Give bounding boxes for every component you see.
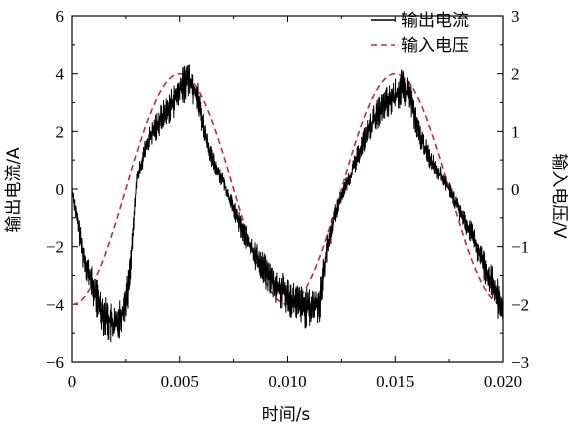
series-voltage-line bbox=[71, 72, 504, 306]
y-left-tick-label: 4 bbox=[56, 65, 65, 84]
x-tick-label: 0.005 bbox=[161, 372, 199, 391]
y-right-tick-label: −2 bbox=[511, 295, 529, 314]
x-axis-title: 时间/s bbox=[262, 405, 311, 425]
x-tick-label: 0.010 bbox=[268, 372, 306, 391]
y-right-tick-label: 0 bbox=[511, 180, 520, 199]
y-left-tick-label: −2 bbox=[46, 238, 64, 257]
y-right-tick-label: −1 bbox=[511, 238, 529, 257]
y-left-tick-label: −6 bbox=[46, 353, 64, 372]
series-current-line bbox=[71, 64, 504, 343]
legend-current-label: 输出电流 bbox=[401, 11, 469, 31]
y-axis-title-right: 输入电压/V bbox=[549, 153, 568, 239]
legend-voltage-label: 输入电压 bbox=[401, 36, 469, 56]
x-tick-label: 0 bbox=[68, 372, 77, 391]
series-layer bbox=[71, 64, 504, 343]
x-tick-label: 0.015 bbox=[376, 372, 414, 391]
y-right-tick-label: 3 bbox=[511, 7, 520, 26]
y-axis-title-left: 输出电流/A bbox=[4, 147, 24, 233]
ticks: 0 0.005 0.010 0.015 0.020 −6 −4 −2 0 2 4 6 −3 −2 −1 0 1 2… bbox=[46, 7, 529, 391]
legend: 输出电流 输入电压 bbox=[371, 11, 469, 56]
y-left-tick-label: 0 bbox=[56, 180, 65, 199]
y-left-tick-label: 2 bbox=[56, 122, 65, 141]
y-right-tick-label: 1 bbox=[511, 122, 520, 141]
y-right-tick-label: −3 bbox=[511, 353, 529, 372]
y-right-tick-label: 2 bbox=[511, 65, 520, 84]
x-tick-label: 0.020 bbox=[484, 372, 522, 391]
y-left-tick-label: 6 bbox=[56, 7, 65, 26]
y-left-tick-label: −4 bbox=[46, 295, 65, 314]
